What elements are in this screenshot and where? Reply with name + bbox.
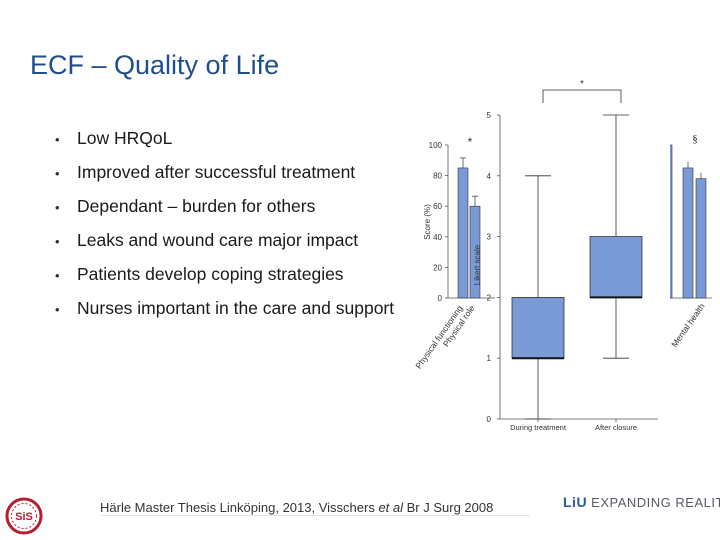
bar-annotation-section: § (692, 133, 698, 145)
sis-logo: SiS (5, 497, 43, 535)
bullet-text: Patients develop coping strategies (77, 264, 348, 284)
box-iqr (589, 236, 643, 298)
bullet-item: • Improved after successful treatment (55, 158, 399, 192)
bullet-item: • Dependant – burden for others (55, 192, 399, 226)
bullet-dot-icon: • (55, 200, 60, 215)
citation-prefix: Härle Master Thesis Linköping, 2013, Vis… (100, 500, 379, 515)
brand-tagline: LiU EXPANDING REALITY (563, 494, 720, 510)
bullet-list: • Low HRQoL • Improved after successful tr… (55, 124, 399, 328)
bar-mark-right (682, 167, 694, 299)
bar-category-label-right: Mental health (669, 301, 707, 349)
box-y-tick-label: 1 (487, 354, 492, 363)
box-annotation: * (580, 79, 584, 90)
likert-box-plot: 0 1 2 3 4 5 Likert scale During treatment After … (473, 79, 670, 440)
box-significance-bracket (542, 89, 622, 103)
box-y-tick-label: 3 (487, 233, 492, 242)
box-y-tick-label: 2 (487, 293, 492, 302)
footer-citation: Härle Master Thesis Linköping, 2013, Vis… (100, 500, 493, 515)
brand-rest: EXPANDING REALITY (587, 495, 720, 510)
citation-italic: et al (378, 500, 404, 515)
bullet-text: Leaks and wound care major impact (77, 230, 363, 250)
bullet-item: • Leaks and wound care major impact (55, 226, 399, 260)
citation-suffix: Br J Surg 2008 (403, 500, 494, 515)
bullet-text: Improved after successful treatment (77, 162, 360, 182)
bar-y-tick-label: 20 (433, 263, 442, 272)
bar-y-tick-label: 60 (433, 202, 442, 211)
bar-y-tick-label: 100 (429, 141, 443, 150)
bar-y-tick-label: 80 (433, 172, 442, 181)
logo-inner-ring-icon (11, 503, 37, 529)
bullet-dot-icon: • (55, 302, 60, 317)
bullet-text: Dependant – burden for others (77, 196, 320, 216)
box-category-label: During treatment (510, 423, 567, 432)
brand-liu: LiU (563, 494, 588, 510)
bar-y-tick-label: 40 (433, 233, 442, 242)
bar-y-axis-label: Score (%) (423, 204, 432, 240)
bullet-text: Nurses important in the care and support (77, 298, 399, 318)
bullet-item: • Low HRQoL (55, 124, 399, 158)
bullet-dot-icon: • (55, 166, 60, 181)
slide-title: ECF – Quality of Life (30, 50, 280, 80)
box-y-tick-label: 0 (487, 415, 492, 424)
bullet-item: • Nurses important in the care and suppor… (55, 294, 399, 328)
box-iqr (511, 296, 565, 359)
box-y-tick-label: 5 (487, 111, 492, 120)
logo-text: SiS (15, 511, 33, 523)
box-category-label: After closure (595, 423, 637, 432)
box-y-tick-label: 4 (487, 172, 492, 181)
footer-divider (100, 515, 530, 516)
bullet-dot-icon: • (55, 268, 60, 283)
bar-y-tick-label: 0 (438, 294, 443, 303)
box-y-axis-label: Likert scale (473, 244, 482, 285)
bullet-item: • Patients develop coping strategies (55, 260, 399, 294)
bullet-text: Low HRQoL (77, 128, 177, 148)
bullet-dot-icon: • (55, 132, 60, 147)
bar-mark-right (695, 178, 707, 299)
bullet-dot-icon: • (55, 234, 60, 249)
bar-annotation: * (468, 135, 473, 149)
box-plot-panel (495, 108, 670, 440)
